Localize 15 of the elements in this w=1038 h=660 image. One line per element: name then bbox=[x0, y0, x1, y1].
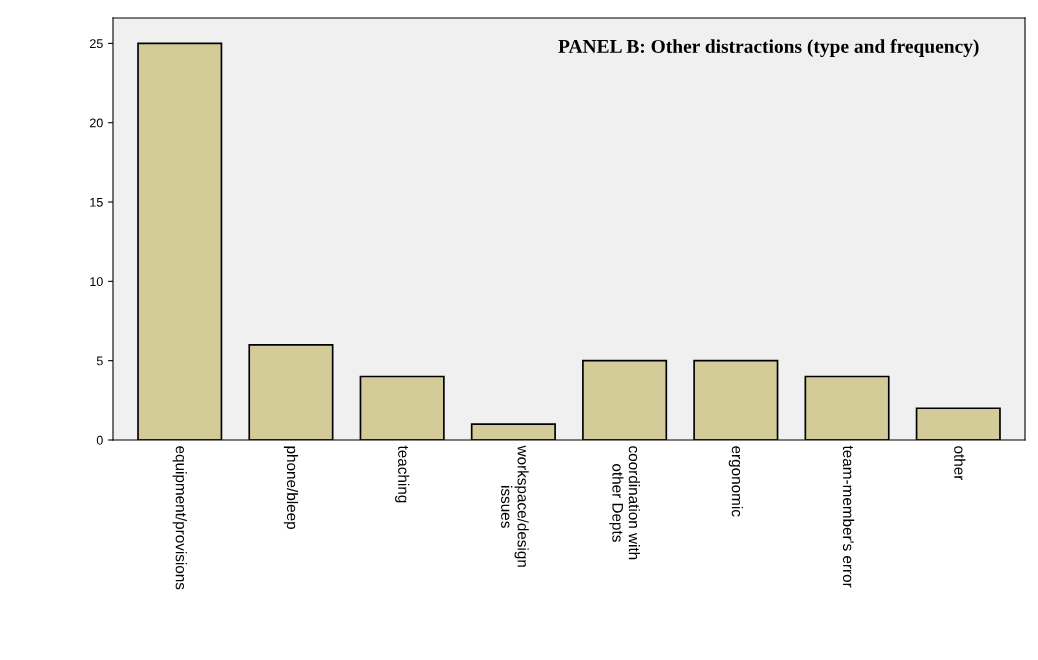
x-tick-label: teaching bbox=[395, 445, 410, 503]
y-tick-label: 0 bbox=[96, 435, 103, 445]
y-tick-label: 15 bbox=[90, 197, 103, 207]
text: PANEL B: Other distractions (type and frequency) bbox=[558, 39, 979, 57]
x-tick-label: workspace/design issues bbox=[501, 445, 529, 567]
y-tick-label: 5 bbox=[96, 356, 103, 366]
y-tick-label: 20 bbox=[90, 118, 103, 128]
x-tick-label: equipment/provisions bbox=[172, 446, 187, 590]
y-tick-label: 10 bbox=[90, 277, 103, 287]
y-tick-label: 25 bbox=[90, 39, 103, 49]
x-tick-label: ergonomic bbox=[728, 446, 743, 517]
x-tick-label: coordination with other Depts bbox=[609, 446, 640, 560]
x-tick-label: team-member's error bbox=[842, 445, 855, 588]
x-tick-label: phone/bleep bbox=[283, 446, 299, 530]
x-tick-label: other bbox=[954, 446, 966, 481]
